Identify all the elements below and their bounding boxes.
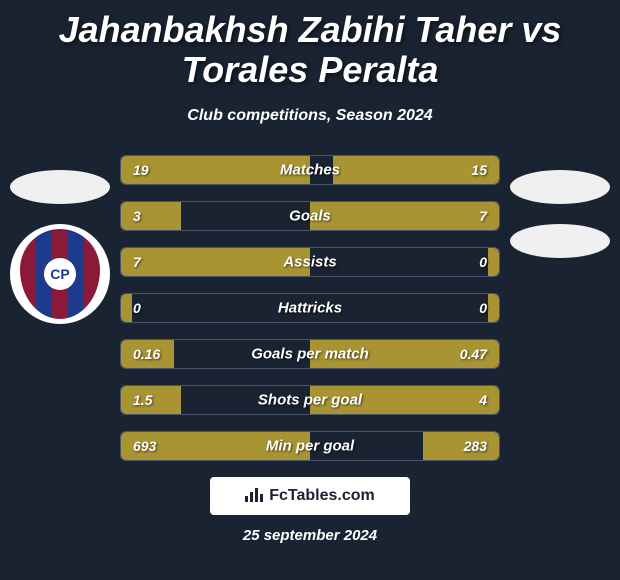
- stat-value-right: 7: [479, 208, 487, 224]
- stat-value-left: 0: [133, 300, 141, 316]
- bar-right: [423, 432, 499, 460]
- brand-text: FcTables.com: [269, 487, 375, 505]
- right-player-badges: [510, 170, 610, 278]
- stats-list: 19 Matches 15 3 Goals 7 7 Assists 0 0 Hattricks 0 0.…: [120, 155, 500, 461]
- stat-row: 3 Goals 7: [120, 201, 500, 231]
- stat-row: 7 Assists 0: [120, 247, 500, 277]
- stat-value-left: 0.16: [133, 346, 160, 362]
- bar-right: [488, 294, 499, 322]
- stat-label: Hattricks: [278, 300, 342, 317]
- chart-icon: [245, 486, 263, 507]
- stat-row: 19 Matches 15: [120, 155, 500, 185]
- brand-badge: FcTables.com: [210, 477, 410, 515]
- bar-right: [488, 248, 499, 276]
- comparison-card: Jahanbakhsh Zabihi Taher vs Torales Pera…: [0, 0, 620, 580]
- stat-row: 693 Min per goal 283: [120, 431, 500, 461]
- stat-value-left: 3: [133, 208, 141, 224]
- stat-value-right: 0: [479, 254, 487, 270]
- left-player-badges: CP: [10, 170, 110, 324]
- stat-value-left: 19: [133, 162, 149, 178]
- stat-value-right: 4: [479, 392, 487, 408]
- player-badge-placeholder: [10, 170, 110, 204]
- stat-value-right: 283: [464, 438, 487, 454]
- stat-row: 0 Hattricks 0: [120, 293, 500, 323]
- stat-label: Shots per goal: [258, 392, 362, 409]
- stat-label: Min per goal: [266, 438, 354, 455]
- stat-value-right: 0: [479, 300, 487, 316]
- stat-row: 0.16 Goals per match 0.47: [120, 339, 500, 369]
- player-badge-placeholder: [510, 170, 610, 204]
- footer-date: 25 september 2024: [0, 527, 620, 544]
- stat-label: Goals: [289, 208, 331, 225]
- stat-value-right: 0.47: [460, 346, 487, 362]
- stat-value-left: 693: [133, 438, 156, 454]
- club-logo-left: CP: [10, 224, 110, 324]
- stat-label: Goals per match: [251, 346, 369, 363]
- stat-value-right: 15: [471, 162, 487, 178]
- club-emblem-text: CP: [44, 258, 76, 290]
- stat-value-left: 1.5: [133, 392, 152, 408]
- player-badge-placeholder: [510, 224, 610, 258]
- stat-label: Matches: [280, 162, 340, 179]
- stat-label: Assists: [283, 254, 336, 271]
- subtitle: Club competitions, Season 2024: [0, 107, 620, 125]
- bar-left: [121, 294, 132, 322]
- page-title: Jahanbakhsh Zabihi Taher vs Torales Pera…: [0, 10, 620, 89]
- bar-right: [310, 202, 499, 230]
- stat-value-left: 7: [133, 254, 141, 270]
- bar-left: [121, 202, 181, 230]
- bar-left: [121, 248, 310, 276]
- stat-row: 1.5 Shots per goal 4: [120, 385, 500, 415]
